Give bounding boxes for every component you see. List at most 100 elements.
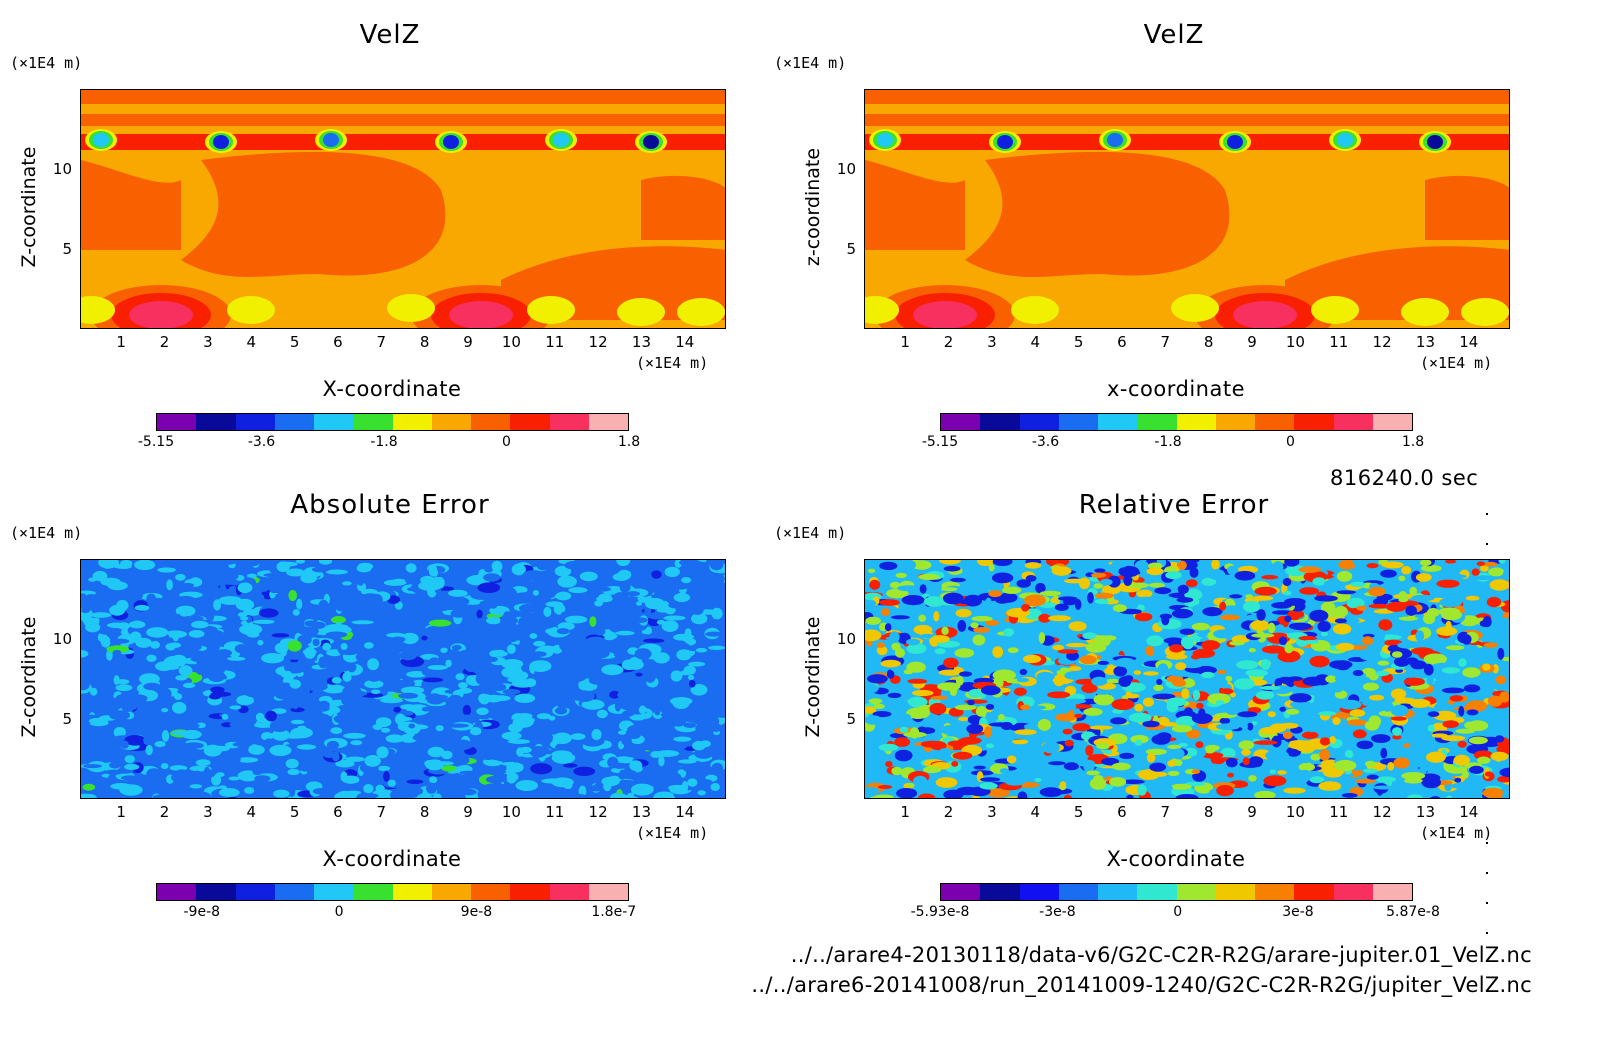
contour-region <box>519 596 535 605</box>
contour-region <box>538 645 556 653</box>
contour-region <box>710 726 722 732</box>
contour-region <box>1338 560 1357 570</box>
contour-region <box>711 694 725 699</box>
contour-region <box>228 585 238 596</box>
contour-region <box>1171 725 1193 733</box>
contour-region <box>1309 609 1329 622</box>
contour-region <box>1378 619 1393 631</box>
contour-region <box>552 735 562 743</box>
contour-region <box>922 766 942 774</box>
x-tick-label: 11 <box>545 803 565 821</box>
contour-region <box>1023 654 1041 664</box>
contour-region <box>906 638 921 646</box>
contour-region <box>124 763 140 770</box>
contour-region <box>673 592 691 603</box>
contour-region <box>1391 651 1403 658</box>
contour-region <box>711 762 723 774</box>
contour-region <box>1134 560 1149 572</box>
contour-region <box>909 727 920 739</box>
x-tick-label: 11 <box>1329 803 1349 821</box>
contour-region <box>1444 560 1457 564</box>
contour-region <box>429 776 438 784</box>
contour-region <box>635 672 643 677</box>
contour-region <box>1335 642 1355 652</box>
contour-region <box>545 628 557 634</box>
contour-region <box>1042 741 1060 754</box>
contour-region <box>304 657 315 668</box>
contour-region <box>219 584 227 593</box>
contour-region <box>1161 614 1170 626</box>
contour-region <box>1425 175 1509 240</box>
contour-region <box>1016 677 1030 683</box>
colorbar-swatch <box>588 414 628 430</box>
contour-region <box>286 694 300 702</box>
contour-region <box>412 734 428 741</box>
contour-region <box>955 608 972 618</box>
contour-region <box>951 760 959 767</box>
contour-region <box>634 648 652 660</box>
contour-region <box>297 626 319 636</box>
contour-region <box>271 633 290 638</box>
contour-region <box>1244 614 1260 621</box>
contour-region <box>1299 587 1319 595</box>
colorbar-swatch <box>235 414 275 430</box>
contour-region <box>288 589 297 602</box>
contour-region <box>1083 707 1103 716</box>
contour-region <box>1134 703 1144 712</box>
contour-region <box>709 793 725 798</box>
contour-region <box>1426 637 1447 644</box>
contour-region <box>625 659 644 670</box>
contour-region <box>526 618 536 628</box>
decorative-dot <box>1486 902 1488 904</box>
contour-region <box>325 631 348 638</box>
contour-region <box>288 785 296 797</box>
contour-region <box>1226 708 1239 715</box>
contour-region <box>318 599 329 612</box>
contour-region <box>1216 777 1228 784</box>
contour-region <box>1211 560 1220 570</box>
x-tick-label: 14 <box>1459 333 1479 351</box>
contour-region <box>227 656 246 661</box>
contour-region <box>1111 698 1135 710</box>
contour-region <box>311 566 329 573</box>
contour-region <box>673 736 692 742</box>
contour-region <box>981 658 1001 668</box>
contour-region <box>1284 643 1294 654</box>
contour-region <box>1091 572 1107 578</box>
contour-region <box>1064 671 1082 680</box>
contour-region <box>1333 776 1352 784</box>
contour-region <box>81 160 181 250</box>
contour-region <box>507 739 531 744</box>
contour-region <box>441 776 457 786</box>
contour-region <box>1177 560 1187 570</box>
source-file-path: ../../arare6-20141008/run_20141009-1240/… <box>751 973 1532 997</box>
contour-region <box>1302 676 1325 686</box>
contour-region <box>289 679 301 689</box>
contour-region <box>527 296 575 324</box>
contour-region <box>1415 630 1425 642</box>
contour-region <box>1094 598 1110 605</box>
contour-region <box>943 657 959 669</box>
contour-region <box>1102 619 1112 625</box>
contour-region <box>1418 790 1443 798</box>
contour-region <box>504 632 519 643</box>
contour-region <box>1207 693 1231 705</box>
contour-region <box>1476 561 1485 566</box>
contour-region <box>1284 615 1292 623</box>
contour-region <box>1176 597 1194 603</box>
contour-region <box>403 710 414 716</box>
contour-region <box>428 619 452 627</box>
contour-region <box>1334 674 1352 684</box>
contour-region <box>872 711 892 718</box>
contour-region <box>1427 711 1440 717</box>
contour-region <box>364 755 381 767</box>
x-tick-label: 7 <box>376 333 387 351</box>
contour-region <box>1178 742 1189 748</box>
contour-region <box>1059 781 1067 788</box>
contour-region <box>443 654 452 660</box>
contour-region <box>570 628 591 638</box>
contour-region <box>273 618 292 631</box>
contour-region <box>651 570 662 579</box>
contour-region <box>1062 728 1073 735</box>
contour-region <box>1086 770 1100 776</box>
